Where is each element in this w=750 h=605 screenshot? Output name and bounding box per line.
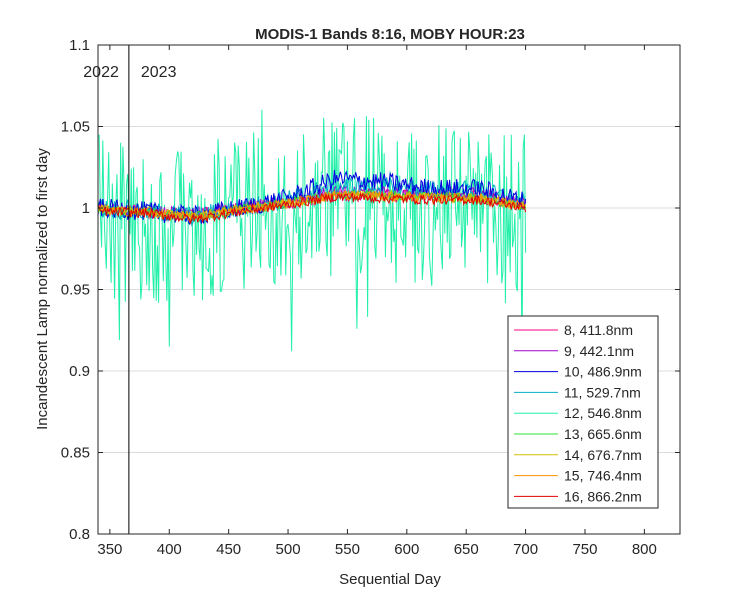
series-line-8: [97, 191, 527, 225]
x-axis-label: Sequential Day: [339, 571, 441, 588]
series-line-7: [97, 190, 526, 223]
x-tick-label: 450: [216, 541, 241, 558]
legend-label: 8, 411.8nm: [564, 322, 633, 338]
legend-label: 15, 746.4nm: [564, 468, 642, 484]
legend-label: 14, 676.7nm: [564, 447, 642, 463]
x-tick-label: 350: [97, 541, 122, 558]
axis-ticks: 0.8 0.85 0.9 0.95 1 1.05 1.1 350 400 450 500 550 600…: [61, 37, 680, 558]
y-axis-label: Incandescent Lamp normalized to first da…: [34, 148, 51, 430]
y-tick-label: 1: [82, 200, 90, 217]
x-tick-label: 750: [572, 541, 597, 558]
x-tick-label: 650: [454, 541, 479, 558]
y-tick-label: 0.9: [69, 363, 90, 380]
series-lines: [97, 109, 527, 368]
y-tick-label: 1.1: [69, 37, 90, 54]
legend: 8, 411.8nm 9, 442.1nm 10, 486.9nm 11, 529.7…: [507, 315, 659, 509]
year-marker: 2022 2023: [83, 45, 177, 534]
legend-label: 12, 546.8nm: [564, 405, 642, 421]
x-tick-label: 700: [513, 541, 538, 558]
x-tick-label: 550: [335, 541, 360, 558]
y-tick-label: 0.85: [61, 445, 90, 462]
x-tick-label: 400: [157, 541, 182, 558]
legend-label: 9, 442.1nm: [564, 343, 634, 359]
y-tick-label: 0.95: [61, 282, 90, 299]
y-tick-label: 1.05: [61, 119, 90, 136]
legend-label: 10, 486.9nm: [564, 364, 642, 380]
y-tick-label: 0.8: [69, 526, 90, 543]
legend-label: 13, 665.6nm: [564, 426, 642, 442]
year-label-left: 2022: [83, 64, 119, 81]
x-tick-label: 500: [276, 541, 301, 558]
series-line-4: [97, 109, 527, 368]
x-tick-label: 800: [632, 541, 657, 558]
legend-label: 16, 866.2nm: [564, 488, 642, 504]
chart-title: MODIS-1 Bands 8:16, MOBY HOUR:23: [255, 26, 525, 43]
year-label-right: 2023: [141, 64, 177, 81]
series-line-6: [97, 189, 527, 222]
legend-label: 11, 529.7nm: [564, 384, 641, 400]
x-tick-label: 600: [394, 541, 419, 558]
